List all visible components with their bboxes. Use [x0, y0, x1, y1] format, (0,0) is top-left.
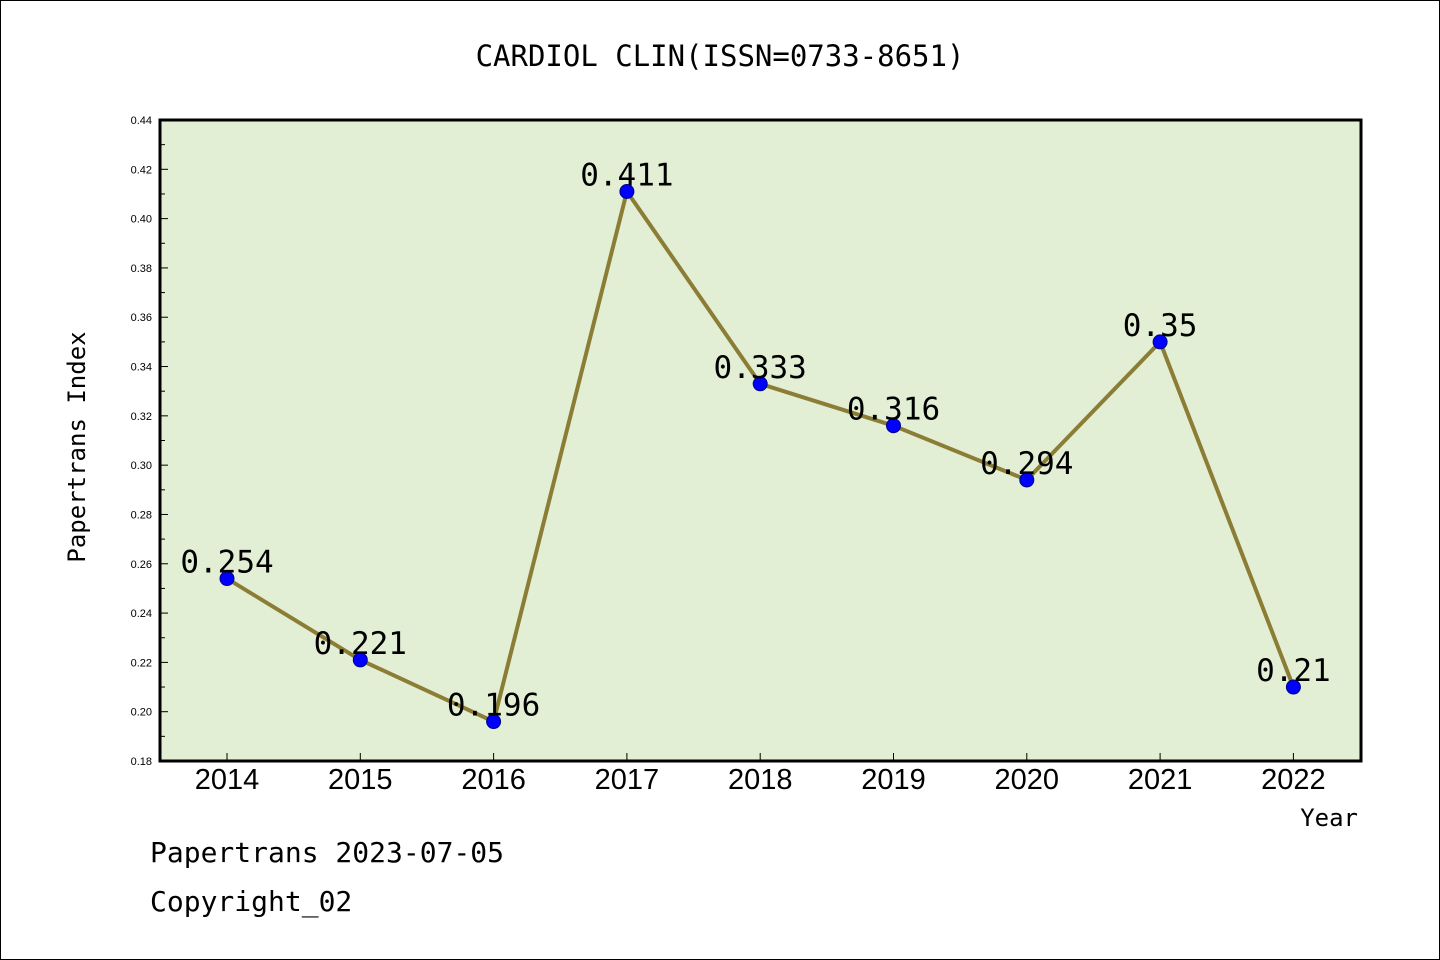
series-layer	[219, 183, 1301, 730]
data-point	[886, 418, 901, 434]
x-tick-label: 2020	[995, 764, 1060, 796]
x-tick-label: 2021	[1128, 764, 1193, 796]
plot-area	[158, 118, 1363, 763]
x-tick-label: 2014	[195, 764, 260, 796]
data-label: 0.35	[1123, 308, 1198, 344]
data-label: 0.196	[447, 688, 540, 724]
data-point	[619, 183, 635, 199]
x-axis-label: Year	[1300, 804, 1358, 832]
x-tick-label: 2018	[728, 764, 793, 796]
x-tick-label: 2015	[328, 764, 393, 796]
y-tick-label: 0.42	[131, 164, 152, 176]
y-axis-ticks: 0.18 0.20 0.22 0.24 0.26 0.28 0.30 0.32 0.34 0.36…	[131, 115, 168, 768]
footer-date: Papertrans 2023-07-05	[150, 836, 505, 869]
data-label: 0.21	[1256, 653, 1331, 689]
x-tick-label: 2016	[461, 764, 526, 796]
data-label: 0.294	[980, 446, 1073, 482]
y-tick-label: 0.28	[131, 509, 152, 521]
y-tick-label: 0.20	[131, 707, 152, 719]
chart-title: CARDIOL CLIN(ISSN=0733-8651)	[476, 39, 965, 73]
data-label-layer: 0.254 0.221 0.196 0.411 0.333 0.316 0.294 0.35 0…	[180, 157, 1330, 723]
y-tick-label: 0.30	[131, 460, 152, 472]
y-tick-label: 0.18	[131, 756, 152, 768]
data-point	[1285, 679, 1301, 695]
x-axis-ticks: 2014 2015 2016 2017 2018 2019 2020 2021 2022	[195, 753, 1326, 796]
y-tick-label: 0.38	[131, 263, 152, 275]
x-tick-label: 2019	[861, 764, 926, 796]
data-label: 0.316	[847, 392, 940, 428]
data-point	[1019, 472, 1035, 488]
y-tick-label: 0.34	[131, 362, 152, 374]
y-axis-label: Papertrans Index	[63, 331, 91, 562]
footer-copyright: Copyright_02	[150, 885, 353, 918]
y-tick-label: 0.32	[131, 411, 152, 423]
data-label: 0.254	[180, 545, 273, 581]
y-tick-label: 0.26	[131, 559, 152, 571]
data-label: 0.333	[714, 350, 807, 386]
data-point	[1152, 334, 1168, 350]
y-tick-label: 0.36	[131, 312, 152, 324]
data-point	[486, 714, 502, 730]
data-point	[752, 376, 768, 392]
data-label: 0.411	[580, 157, 673, 193]
data-label: 0.221	[314, 626, 407, 662]
y-tick-label: 0.22	[131, 657, 152, 669]
y-tick-label: 0.44	[131, 115, 152, 127]
x-tick-label: 2022	[1261, 764, 1326, 796]
data-point	[219, 571, 235, 587]
x-tick-label: 2017	[595, 764, 660, 796]
y-tick-label: 0.40	[131, 214, 152, 226]
data-point	[352, 652, 368, 668]
y-tick-label: 0.24	[131, 608, 152, 620]
